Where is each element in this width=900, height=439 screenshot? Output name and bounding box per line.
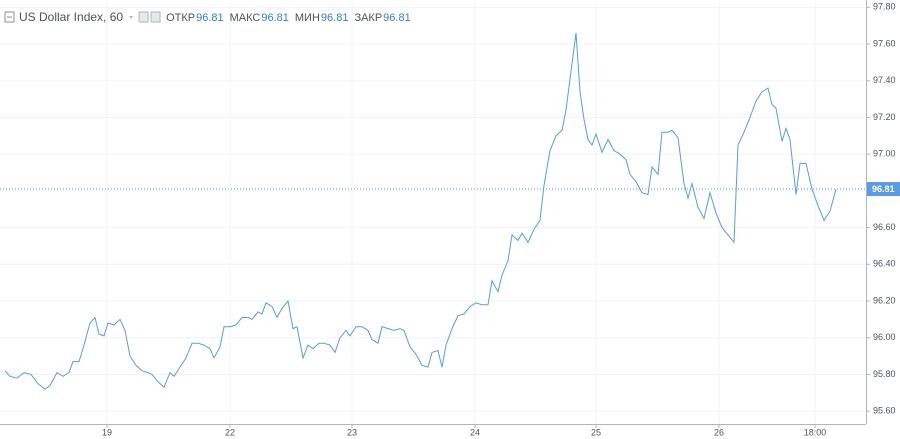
y-tick-label: 97.40: [873, 75, 896, 85]
x-tick-label: 22: [225, 427, 235, 437]
header: US Dollar Index, 60: [4, 10, 123, 24]
dropdown-arrow: [129, 16, 134, 19]
settings-icon: [138, 11, 149, 23]
x-tick-label: 24: [470, 427, 480, 437]
y-tick-label: 97.20: [873, 112, 896, 122]
y-tick-label: 97.00: [873, 149, 896, 159]
y-tick-label: 95.60: [873, 406, 896, 416]
y-tick-label: 97.60: [873, 38, 896, 48]
plot: [0, 32, 866, 390]
y-tick-label: 96.00: [873, 332, 896, 342]
axes: 95.6095.8096.0096.2096.4096.6096.8097.00…: [102, 2, 900, 437]
y-tick-label: 96.40: [873, 259, 896, 269]
grid: [0, 0, 866, 424]
field-label: ЗАКР: [354, 12, 382, 24]
ohlc-fields: ОТКР 96.81 МАКС 96.81 МИН 96.81 ЗАКР 96.81: [129, 11, 411, 24]
y-tick-label: 97.80: [873, 2, 896, 12]
field-label: МИН: [295, 12, 320, 24]
y-tick-label: 96.60: [873, 222, 896, 232]
close-icon: [150, 11, 161, 23]
x-tick-label: 25: [591, 427, 601, 437]
y-tick-label: 96.20: [873, 295, 896, 305]
field-value: 96.81: [261, 12, 289, 24]
field-label: ОТКР: [166, 12, 195, 24]
field-label: МАКС: [230, 12, 261, 24]
field-value: 96.81: [196, 12, 224, 24]
x-tick-label: 23: [347, 427, 357, 437]
y-tick-label: 95.80: [873, 369, 896, 379]
field-value: 96.81: [383, 12, 411, 24]
last-price-box: [867, 182, 900, 197]
x-tick-label: 26: [714, 427, 724, 437]
symbol: US Dollar Index, 60: [19, 10, 123, 24]
x-tick-label: 19: [102, 427, 112, 437]
x-tick-label: 18:00: [804, 427, 827, 437]
field-value: 96.81: [321, 12, 349, 24]
last-price-label: 96.81: [872, 184, 895, 194]
price-line: [4, 32, 837, 390]
